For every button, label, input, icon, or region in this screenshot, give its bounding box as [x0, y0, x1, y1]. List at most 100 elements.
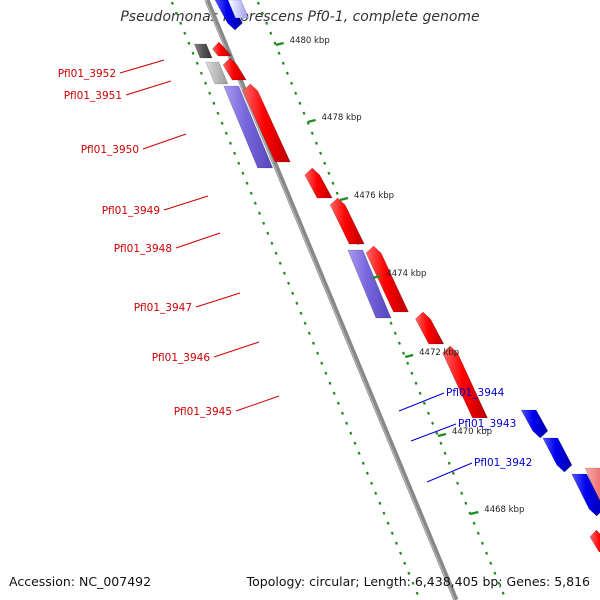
dash-mark: [439, 441, 443, 445]
scale-tick-label: 4476 kbp: [354, 191, 394, 201]
gene-feature-3945[interactable]: [442, 345, 488, 419]
dash-mark: [336, 401, 340, 405]
gene-feature-3943[interactable]: [542, 437, 573, 473]
dash-mark: [281, 61, 285, 65]
gene-label-forward[interactable]: Pfl01_3943: [458, 418, 516, 430]
dash-mark: [472, 521, 476, 525]
scale-tick-mark: [339, 196, 349, 202]
dash-mark: [278, 261, 282, 265]
dash-mark: [216, 111, 220, 115]
dash-mark: [199, 71, 203, 75]
dash-mark: [411, 581, 415, 585]
gene-feature-3947[interactable]: [365, 245, 409, 313]
dash-mark: [220, 121, 224, 125]
gene-feature-3951-top[interactable]: [205, 61, 229, 85]
dash-mark: [331, 181, 335, 185]
dash-mark: [399, 551, 403, 555]
gene-label-reverse[interactable]: Pfl01_3946: [152, 352, 211, 364]
gene-feature-3948[interactable]: [329, 197, 365, 245]
dash-mark: [269, 31, 273, 35]
gene-label-forward[interactable]: Pfl01_3944: [446, 387, 505, 399]
dash-mark: [319, 151, 323, 155]
dash-mark: [349, 431, 353, 435]
gene-feature-3950[interactable]: [242, 83, 291, 163]
dash-mark: [480, 541, 484, 545]
gene-label-leader: [426, 462, 473, 483]
scale-tick-mark: [275, 41, 284, 47]
gene-label-reverse[interactable]: Pfl01_3951: [64, 90, 122, 102]
gene-feature-3946[interactable]: [415, 311, 445, 345]
gene-feature-3951[interactable]: [222, 57, 247, 81]
gene-labels: Pfl01_3952 Pfl01_3951 Pfl01_3950 Pfl01_3949…: [58, 59, 532, 483]
dash-mark: [291, 291, 295, 295]
gene-label-leader: [142, 133, 187, 150]
dash-mark: [310, 131, 314, 135]
scale-tick-mark: [307, 118, 316, 124]
dash-mark: [382, 511, 386, 515]
dash-mark: [340, 411, 345, 415]
gene-label-leader: [125, 80, 172, 96]
dash-mark: [451, 471, 455, 475]
dash-mark: [390, 531, 394, 535]
dash-mark: [303, 321, 307, 325]
dash-mark: [195, 61, 199, 65]
dash-mark: [501, 591, 505, 595]
gene-label-reverse[interactable]: Pfl01_3950: [81, 144, 139, 156]
dash-mark: [327, 171, 331, 175]
gene-feature-extra-red[interactable]: [589, 529, 600, 553]
dash-mark: [422, 401, 426, 405]
dash-mark: [335, 191, 339, 195]
dash-mark: [233, 151, 237, 155]
dash-mark: [265, 21, 269, 25]
scale-tick-label: 4470 kbp: [452, 427, 492, 437]
gene-feature-3952[interactable]: [212, 41, 232, 57]
dash-mark: [410, 371, 414, 375]
dash-mark: [270, 241, 274, 245]
dash-mark: [316, 351, 320, 355]
dash-mark: [493, 571, 497, 575]
backbone-layer: [204, 0, 459, 600]
dash-mark: [332, 391, 336, 395]
dash-mark: [294, 91, 298, 95]
dash-mark: [485, 551, 489, 555]
dash-mark: [403, 561, 407, 565]
gene-label-leader: [163, 195, 209, 211]
gene-label-forward[interactable]: Pfl01_3942: [474, 457, 532, 469]
dash-mark: [249, 191, 253, 195]
gene-feature-top-blue[interactable]: [214, 0, 243, 31]
scale-tick-mark: [437, 432, 447, 438]
dash-mark: [328, 381, 332, 385]
dash-mark: [266, 231, 270, 235]
scale-tick-label: 4478 kbp: [322, 113, 362, 123]
gene-feature-3952-top[interactable]: [193, 43, 213, 59]
gene-label-leader: [175, 232, 221, 249]
scale-tick-mark: [404, 353, 414, 359]
scale-tick-label: 4468 kbp: [484, 505, 524, 515]
dash-mark: [314, 141, 318, 145]
gene-feature-3942[interactable]: [571, 473, 600, 517]
gene-label-reverse[interactable]: Pfl01_3949: [102, 205, 160, 217]
dash-mark: [431, 421, 435, 425]
dash-mark: [298, 101, 302, 105]
gene-label-reverse[interactable]: Pfl01_3947: [134, 302, 192, 314]
dash-mark: [170, 1, 174, 5]
genome-summary-text: Topology: circular; Length: 6,438,405 bp…: [246, 574, 590, 589]
dash-mark: [394, 541, 398, 545]
scale-tick-label: 4474 kbp: [386, 269, 426, 279]
gene-label-reverse[interactable]: Pfl01_3948: [114, 243, 172, 255]
gene-feature-top-light[interactable]: [227, 0, 249, 19]
dash-mark: [187, 41, 191, 45]
dash-mark: [285, 71, 289, 75]
gene-feature-3947-top[interactable]: [347, 249, 392, 319]
gene-label-reverse[interactable]: Pfl01_3945: [174, 406, 232, 418]
gene-feature-3944[interactable]: [520, 409, 549, 439]
dash-mark: [345, 421, 349, 425]
dash-mark: [311, 341, 315, 345]
dash-mark: [257, 211, 262, 215]
gene-feature-3950-top[interactable]: [223, 85, 274, 169]
gene-label-reverse[interactable]: Pfl01_3952: [58, 68, 116, 80]
dash-mark: [323, 161, 327, 165]
dash-mark: [212, 101, 216, 105]
gene-feature-3949[interactable]: [304, 167, 333, 199]
